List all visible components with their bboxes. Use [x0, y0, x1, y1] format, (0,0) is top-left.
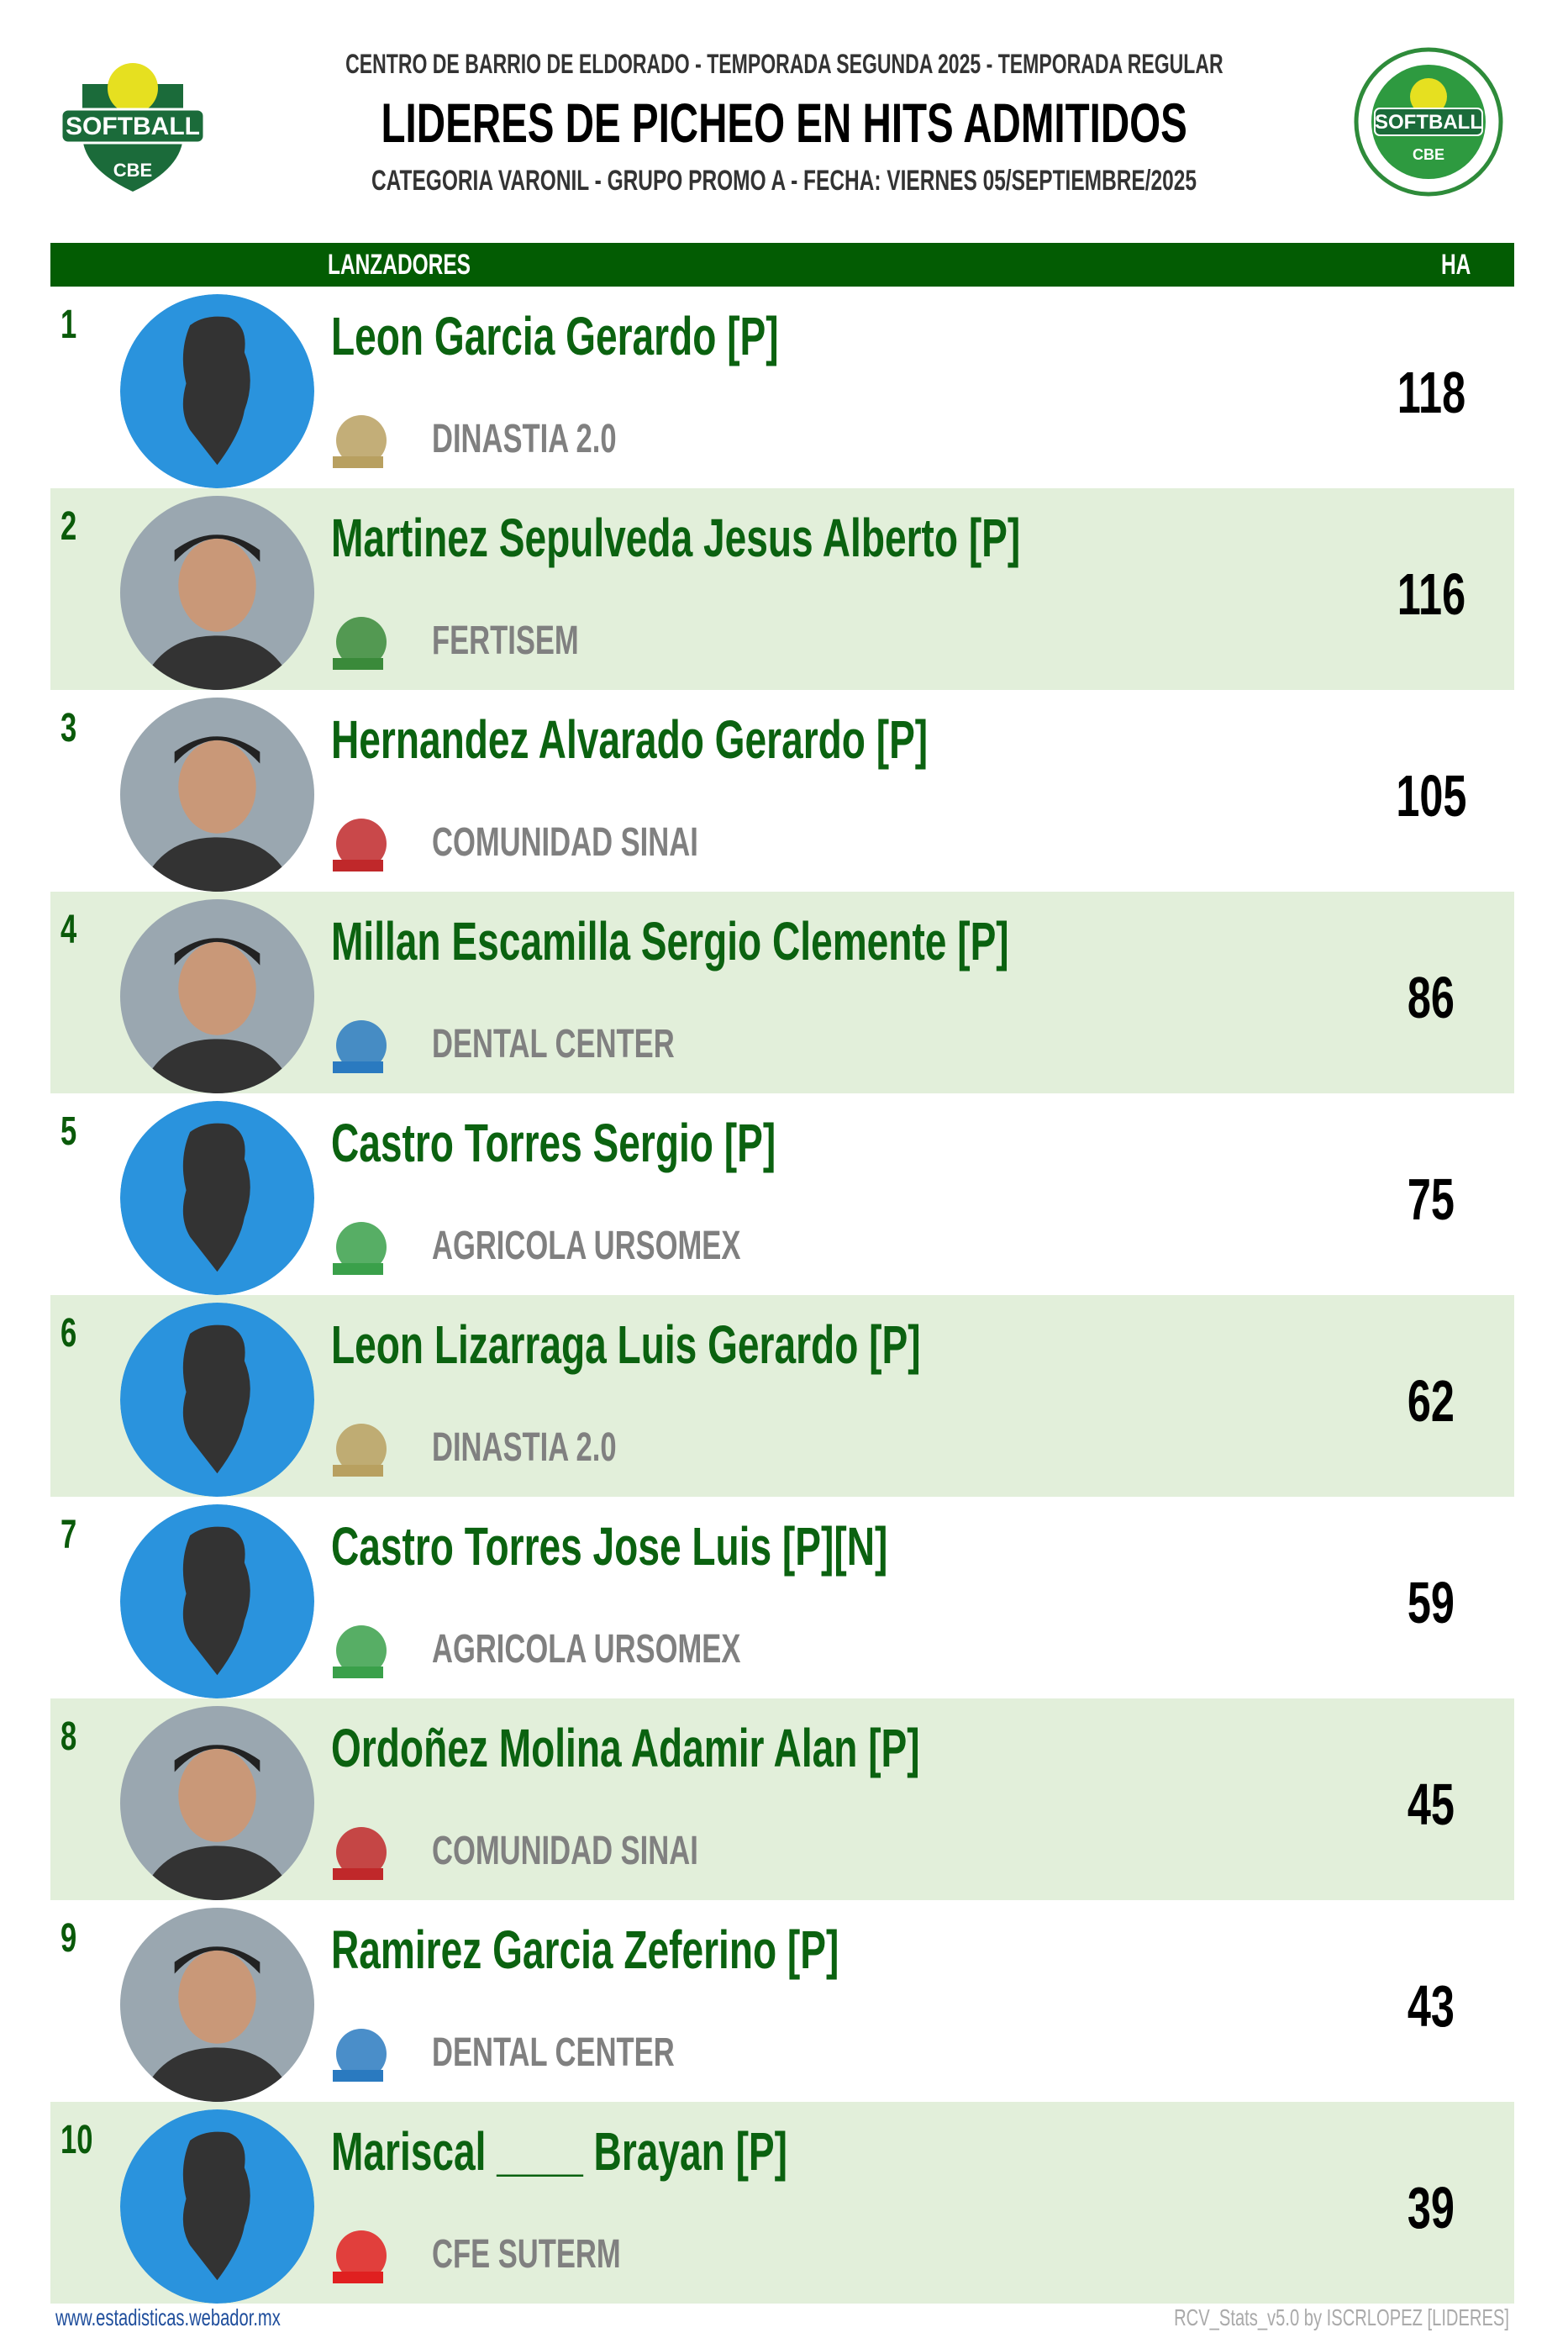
table-row: 1 Leon Garcia Gerardo [P] DINASTIA 2.0 1… — [50, 287, 1514, 488]
team-logo-icon — [333, 1222, 387, 1275]
softball-eldorado-logo-left: SOFTBALL CBE — [60, 63, 206, 192]
table-row: 10 Mariscal ____ Brayan [P] CFE SUTERM 3… — [50, 2102, 1514, 2304]
rank: 10 — [61, 2118, 93, 2162]
svg-text:CBE: CBE — [113, 160, 152, 181]
player-name: Mariscal ____ Brayan [P] — [331, 2121, 788, 2182]
rank: 9 — [61, 1916, 77, 1961]
table-header: LANZADORES HA — [50, 243, 1514, 287]
rank: 7 — [61, 1513, 77, 1557]
team-name: AGRICOLA URSOMEX — [432, 1224, 741, 1268]
team-logo-icon — [333, 415, 387, 468]
team-logo-icon — [333, 1827, 387, 1880]
player-avatar — [120, 1706, 314, 1900]
player-name: Hernandez Alvarado Gerardo [P] — [331, 709, 929, 770]
team-name: FERTISEM — [432, 619, 579, 663]
table-row: 3 Hernandez Alvarado Gerardo [P] COMUNID… — [50, 690, 1514, 892]
rank: 1 — [61, 303, 77, 347]
player-avatar — [120, 496, 314, 690]
column-header-ha: HA — [1441, 249, 1471, 281]
rank: 6 — [61, 1311, 77, 1356]
team-name: DENTAL CENTER — [432, 1022, 675, 1066]
hits-allowed-value: 118 — [1397, 360, 1465, 425]
player-name: Ordoñez Molina Adamir Alan [P] — [331, 1718, 920, 1778]
hits-allowed-value: 116 — [1397, 561, 1465, 627]
table-row: 8 Ordoñez Molina Adamir Alan [P] COMUNID… — [50, 1698, 1514, 1900]
credit-text: RCV_Stats_v5.0 by ISCRLOPEZ [LIDERES] — [1174, 2304, 1509, 2330]
team-logo-icon — [333, 1625, 387, 1678]
player-avatar — [120, 2109, 314, 2304]
rank: 4 — [61, 908, 77, 952]
team-name: CFE SUTERM — [432, 2232, 621, 2277]
svg-text:SOFTBALL: SOFTBALL — [66, 113, 200, 140]
hits-allowed-value: 62 — [1407, 1368, 1455, 1434]
rank: 2 — [61, 504, 77, 549]
table-row: 7 Castro Torres Jose Luis [P][N] AGRICOL… — [50, 1497, 1514, 1698]
player-avatar — [120, 1908, 314, 2102]
player-name: Martinez Sepulveda Jesus Alberto [P] — [331, 508, 1021, 568]
player-name: Castro Torres Jose Luis [P][N] — [331, 1516, 888, 1577]
player-avatar — [120, 899, 314, 1093]
hits-allowed-value: 75 — [1407, 1166, 1455, 1232]
svg-text:CBE: CBE — [1413, 146, 1444, 163]
softball-league-seal-logo-right: SOFTBALL CBE — [1354, 47, 1503, 197]
svg-text:SOFTBALL: SOFTBALL — [1375, 111, 1482, 134]
team-name: DINASTIA 2.0 — [432, 1425, 617, 1470]
player-avatar — [120, 1504, 314, 1698]
team-logo-icon — [333, 819, 387, 871]
player-avatar — [120, 294, 314, 488]
team-logo-icon — [333, 1424, 387, 1477]
team-logo-icon — [333, 2230, 387, 2283]
hits-allowed-value: 105 — [1395, 763, 1467, 829]
hits-allowed-value: 45 — [1407, 1772, 1455, 1837]
table-row: 4 Millan Escamilla Sergio Clemente [P] D… — [50, 892, 1514, 1093]
column-header-lanzadores: LANZADORES — [328, 249, 471, 281]
table-row: 6 Leon Lizarraga Luis Gerardo [P] DINAST… — [50, 1295, 1514, 1497]
team-name: COMUNIDAD SINAI — [432, 820, 698, 865]
team-name: COMUNIDAD SINAI — [432, 1829, 698, 1873]
league-season-line: CENTRO DE BARRIO DE ELDORADO - TEMPORADA… — [345, 49, 1223, 79]
player-avatar — [120, 698, 314, 892]
team-logo-icon — [333, 617, 387, 670]
page-title: LIDERES DE PICHEO EN HITS ADMITIDOS — [381, 92, 1187, 154]
player-name: Leon Lizarraga Luis Gerardo [P] — [331, 1314, 921, 1375]
team-name: DENTAL CENTER — [432, 2030, 675, 2075]
hits-allowed-value: 59 — [1407, 1570, 1455, 1635]
team-name: AGRICOLA URSOMEX — [432, 1627, 741, 1672]
rank: 8 — [61, 1714, 77, 1759]
rank: 5 — [61, 1109, 77, 1154]
website-link[interactable]: www.estadisticas.webador.mx — [55, 2304, 281, 2330]
player-name: Millan Escamilla Sergio Clemente [P] — [331, 911, 1009, 972]
table-row: 5 Castro Torres Sergio [P] AGRICOLA URSO… — [50, 1093, 1514, 1295]
table-row: 9 Ramirez Garcia Zeferino [P] DENTAL CEN… — [50, 1900, 1514, 2102]
player-name: Leon Garcia Gerardo [P] — [331, 306, 779, 366]
team-logo-icon — [333, 2029, 387, 2082]
team-logo-icon — [333, 1020, 387, 1073]
hits-allowed-value: 43 — [1407, 1973, 1455, 2039]
player-avatar — [120, 1303, 314, 1497]
hits-allowed-value: 39 — [1407, 2175, 1455, 2241]
team-name: DINASTIA 2.0 — [432, 417, 617, 461]
hits-allowed-value: 86 — [1407, 965, 1455, 1030]
rank: 3 — [61, 706, 77, 750]
table-row: 2 Martinez Sepulveda Jesus Alberto [P] F… — [50, 488, 1514, 690]
category-date-line: CATEGORIA VARONIL - GRUPO PROMO A - FECH… — [371, 165, 1197, 197]
player-name: Ramirez Garcia Zeferino [P] — [331, 1919, 839, 1980]
player-avatar — [120, 1101, 314, 1295]
player-name: Castro Torres Sergio [P] — [331, 1113, 776, 1173]
